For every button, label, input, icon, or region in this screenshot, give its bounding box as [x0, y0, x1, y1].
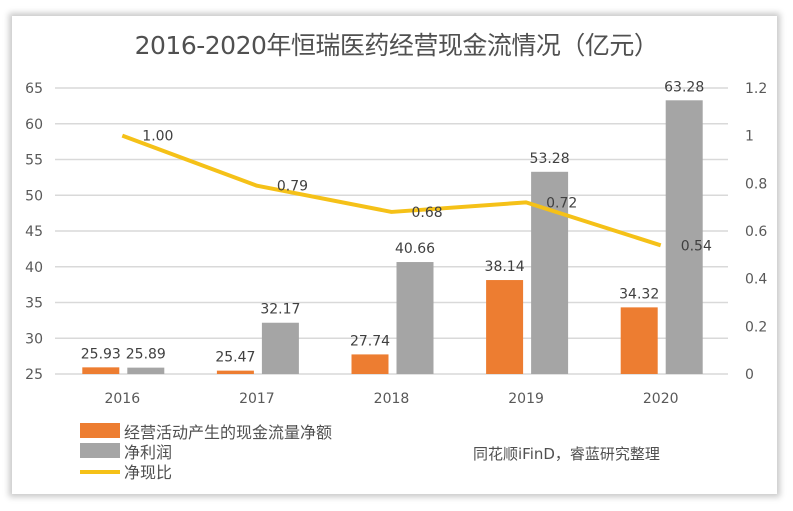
legend-item-net-profit: 净利润: [80, 441, 332, 462]
legend-label: 净利润: [124, 442, 173, 462]
bar-data-label: 32.17: [260, 302, 300, 318]
bar-data-label: 34.32: [619, 286, 659, 302]
line-data-label: 0.54: [681, 238, 712, 254]
bar-net-profit: [127, 367, 165, 374]
right-axis-tick: 1.2: [745, 81, 767, 97]
x-axis-tick: 2019: [508, 391, 544, 407]
x-axis-tick: 2018: [374, 391, 410, 407]
legend-swatch-orange: [80, 423, 120, 438]
bar-operating-cash-flow: [216, 370, 254, 374]
legend-label: 净现比: [124, 462, 173, 482]
right-axis-tick: 0.8: [745, 176, 767, 192]
legend-swatch-line: [80, 469, 120, 474]
left-axis-tick: 55: [25, 153, 43, 169]
left-axis-tick: 65: [25, 81, 43, 97]
right-axis-tick: 0.6: [745, 224, 767, 240]
left-axis-tick: 40: [25, 260, 43, 276]
bar-data-label: 53.28: [530, 151, 570, 167]
chart-title: 2016-2020年恒瑞医药经营现金流情况（亿元）: [134, 31, 659, 60]
chart-card: [12, 16, 777, 494]
bar-net-profit: [396, 262, 434, 374]
bar-operating-cash-flow: [620, 307, 658, 374]
source-note: 同花顺iFinD，睿蓝研究整理: [473, 445, 660, 463]
bar-data-label: 38.14: [485, 259, 525, 275]
left-axis-tick: 45: [25, 224, 43, 240]
line-ratio: [121, 133, 662, 248]
left-axis-tick: 50: [25, 188, 43, 204]
bar-data-label: 40.66: [395, 241, 435, 257]
legend-item-ratio: 净现比: [80, 461, 332, 482]
left-axis-tick: 35: [25, 296, 43, 312]
line-data-label: 0.72: [546, 195, 577, 211]
left-axis-tick: 60: [25, 117, 43, 133]
right-axis-tick: 0.2: [745, 319, 767, 335]
right-axis-tick: 1: [745, 129, 754, 145]
bar-operating-cash-flow: [351, 354, 389, 374]
bar-data-label: 25.47: [215, 350, 255, 366]
bar-operating-cash-flow: [486, 280, 524, 374]
line-data-label: 0.68: [412, 205, 443, 221]
x-axis-tick: 2016: [104, 391, 140, 407]
bar-data-label: 63.28: [664, 79, 704, 95]
x-axis-tick: 2017: [239, 391, 275, 407]
bar-net-profit: [665, 100, 703, 374]
legend-swatch-gray: [80, 443, 120, 458]
x-axis-tick: 2020: [643, 391, 679, 407]
right-axis-tick: 0: [745, 367, 754, 383]
left-axis-tick: 25: [25, 367, 43, 383]
line-data-label: 1.00: [142, 129, 173, 145]
bar-data-label: 25.93: [81, 346, 121, 362]
legend-label: 经营活动产生的现金流量净额: [124, 422, 333, 442]
legend: 经营活动产生的现金流量净额 净利润 净现比: [80, 421, 333, 482]
bar-operating-cash-flow: [82, 367, 120, 374]
left-axis-tick: 30: [25, 331, 43, 347]
line-data-label: 0.79: [277, 179, 308, 195]
bar-data-label: 25.89: [126, 347, 166, 363]
bar-data-label: 27.74: [350, 333, 390, 349]
legend-item-operating-cash-flow: 经营活动产生的现金流量净额: [80, 421, 333, 442]
right-axis-tick: 0.4: [745, 272, 767, 288]
bar-net-profit: [261, 322, 299, 374]
